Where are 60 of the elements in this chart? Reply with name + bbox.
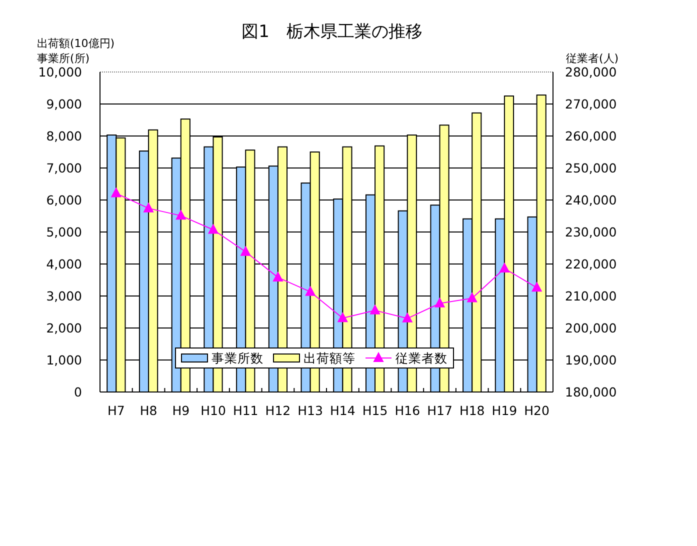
x-tick-label: H20 [524,403,550,418]
y2-tick-label: 240,000 [565,192,617,208]
point [272,272,283,282]
legend-label: 事業所数 [212,350,264,366]
point [532,282,542,292]
x-tick-label: H7 [108,403,125,418]
point [111,188,122,198]
x-tick-label: H10 [200,403,226,418]
point [467,292,478,302]
y-tick-label: 0 [74,384,82,400]
legend-item: 従業者数 [365,350,448,366]
y-tick-label: 6,000 [46,192,82,208]
x-tick-label: H16 [394,403,420,418]
y2-tick-label: 230,000 [565,224,617,240]
point [338,312,348,322]
x-tick-label: H13 [298,403,323,418]
y-tick-label: 7,000 [46,160,82,176]
point [208,224,218,234]
point [305,286,316,296]
y-tick-label: 4,000 [46,256,82,272]
legend-item: 出荷額等 [273,350,356,366]
y2-tick-label: 220,000 [565,256,617,272]
y-tick-label: 1,000 [46,352,82,368]
legend-item: 事業所数 [181,350,264,366]
point [434,298,445,308]
point [240,246,251,256]
ylabel: 事業所(所) [37,52,90,65]
y2-tick-label: 200,000 [565,320,617,336]
point [176,210,186,220]
x-tick-label: H17 [427,403,452,418]
y2-tick-label: 270,000 [565,96,617,112]
x-tick-label: H9 [172,403,190,418]
point [370,304,380,314]
x-tick-label: H11 [232,403,258,418]
y-tick-label: 3,000 [46,288,82,304]
x-tick-label: H18 [459,403,485,418]
x-tick-label: H19 [492,403,518,418]
x-tick-label: H15 [362,403,388,418]
x-tick-label: H12 [265,403,291,418]
y2-tick-label: 260,000 [565,128,617,144]
y2-tick-label: 180,000 [565,384,617,400]
x-tick-label: H8 [140,403,158,418]
y2label: 従業者(人) [566,52,619,65]
y-tick-label: 5,000 [46,224,82,240]
y2-tick-label: 210,000 [565,288,617,304]
title: 図1 栃木県工業の推移 [242,22,422,42]
point [144,202,154,212]
y-tick-label: 8,000 [46,128,82,144]
x-tick-label: H14 [330,403,356,418]
legend-label: 従業者数 [396,350,448,366]
y2-tick-label: 190,000 [565,352,617,368]
ylabel: 出荷額(10億円) [37,37,115,50]
legend-label: 出荷額等 [304,350,356,366]
y2-tick-label: 250,000 [565,160,617,176]
point [499,262,510,272]
y-tick-label: 10,000 [38,64,82,80]
y-tick-label: 2,000 [46,320,82,336]
y-tick-label: 9,000 [46,96,82,112]
y2-tick-label: 280,000 [565,64,617,80]
point [402,312,412,322]
